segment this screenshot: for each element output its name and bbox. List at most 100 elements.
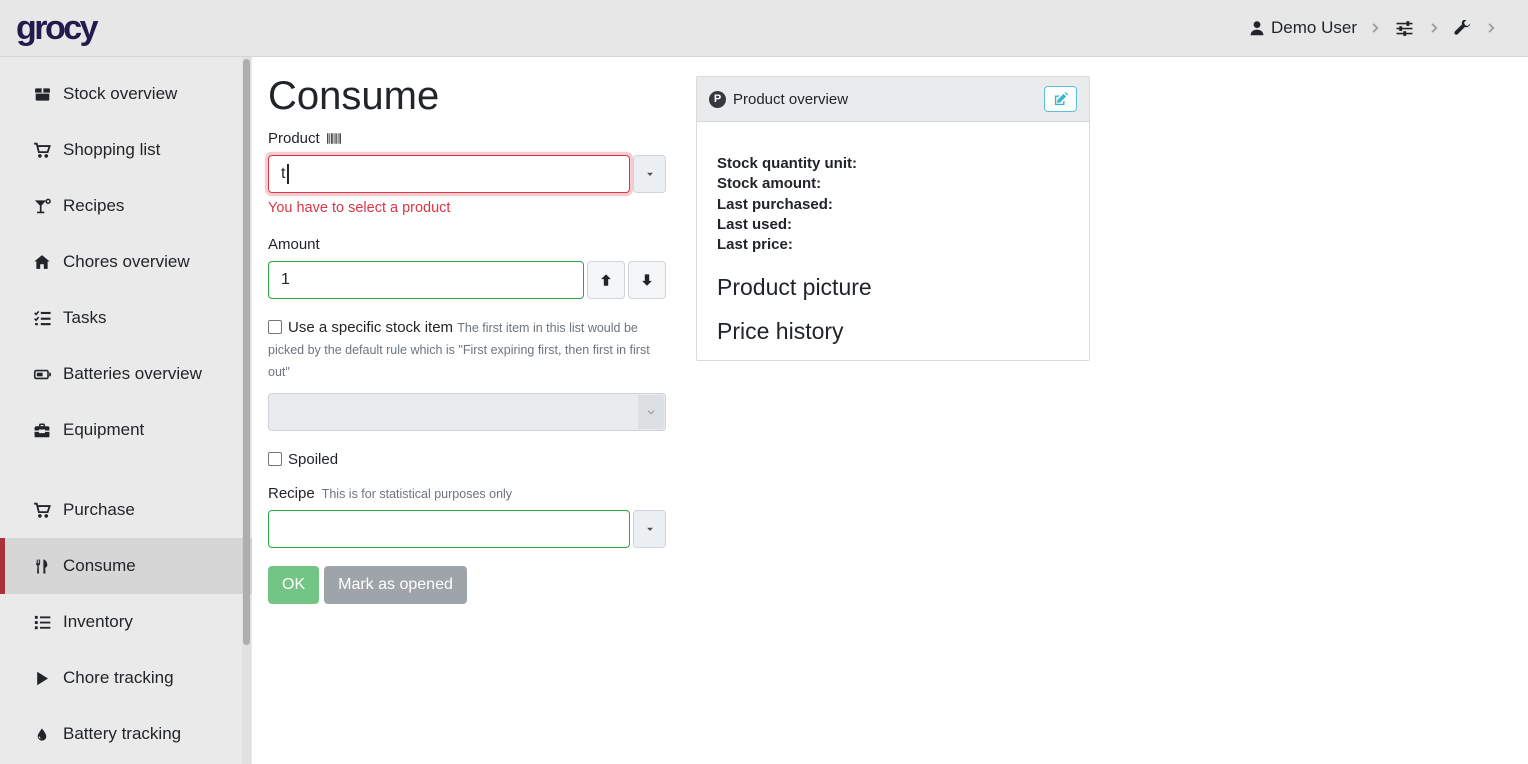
amount-input[interactable] <box>268 261 584 299</box>
amount-label-row: Amount <box>268 236 666 253</box>
product-overview-title-row: P Product overview <box>709 90 849 108</box>
consume-form: Product You have to select a product Amo… <box>268 130 666 604</box>
sidebar-item-batteries-overview[interactable]: Batteries overview <box>0 346 252 402</box>
sidebar-item-inventory[interactable]: Inventory <box>0 594 252 650</box>
spoiled-row: Spoiled <box>268 449 666 471</box>
recipe-input-group <box>268 510 666 548</box>
stock-quantity-unit-label: Stock quantity unit: <box>717 155 857 172</box>
product-label: Product <box>268 130 320 147</box>
sidebar-item-label: Shopping list <box>63 140 161 159</box>
recipe-label: Recipe <box>268 485 315 502</box>
sidebar-item-tasks[interactable]: Tasks <box>0 290 252 346</box>
home-icon <box>30 254 54 271</box>
recipe-hint: This is for statistical purposes only <box>321 486 513 501</box>
specific-stock-hint: The first item in this list would be pic… <box>268 321 650 379</box>
edit-product-button[interactable] <box>1044 86 1077 112</box>
sidebar-item-label: Chore tracking <box>63 668 174 687</box>
sidebar-item-consume[interactable]: Consume <box>0 538 252 594</box>
amount-input-group <box>268 261 666 299</box>
specific-stock-row: Use a specific stock item The first item… <box>268 317 666 383</box>
recipe-dropdown-button[interactable] <box>633 510 666 548</box>
page-title: Consume <box>268 74 440 118</box>
last-purchased-label: Last purchased: <box>717 195 833 213</box>
top-navbar: grocy Demo User <box>0 0 1528 57</box>
cart-icon <box>30 142 54 159</box>
user-name-label: Demo User <box>1271 18 1357 37</box>
sidebar-item-equipment[interactable]: Equipment <box>0 402 252 458</box>
product-circle-icon: P <box>709 90 726 108</box>
sidebar-item-shopping-list[interactable]: Shopping list <box>0 122 252 178</box>
sidebar-item-label: Purchase <box>63 500 135 519</box>
play-icon <box>30 670 54 687</box>
utensils-icon <box>30 558 54 575</box>
recipe-input[interactable] <box>268 510 630 548</box>
grocy-logo[interactable]: grocy <box>16 8 99 47</box>
chevron-right-icon[interactable] <box>1485 22 1497 34</box>
sidebar-scrollbar-thumb[interactable] <box>243 59 250 645</box>
sidebar-item-battery-tracking[interactable]: Battery tracking <box>0 706 252 762</box>
last-price-label: Last price: <box>717 236 793 254</box>
sidebar-item-label: Recipes <box>63 196 125 215</box>
list-icon <box>30 614 54 631</box>
product-input-group <box>268 155 666 193</box>
toolbox-icon <box>30 422 54 439</box>
spoiled-checkbox[interactable] <box>268 452 282 466</box>
price-history-heading: Price history <box>717 318 844 345</box>
ok-button[interactable]: OK <box>268 566 320 604</box>
user-icon <box>1249 20 1265 36</box>
mark-as-opened-button[interactable]: Mark as opened <box>324 566 467 604</box>
spoiled-label: Spoiled <box>288 451 339 468</box>
sidebar-item-label: Equipment <box>63 420 145 439</box>
sidebar-nav: Stock overview Shopping list Recipes Cho… <box>0 57 252 764</box>
product-picture-heading: Product picture <box>717 274 872 301</box>
chevron-right-icon[interactable] <box>1428 22 1440 34</box>
product-dropdown-button[interactable] <box>633 155 666 193</box>
amount-decrement-button[interactable] <box>628 261 666 299</box>
user-menu[interactable]: Demo User <box>1249 18 1357 38</box>
sidebar-divider <box>0 458 252 482</box>
stock-amount-label: Stock amount: <box>717 175 822 193</box>
sidebar-item-recipes[interactable]: Recipes <box>0 178 252 234</box>
sidebar-item-purchase[interactable]: Purchase <box>0 482 252 538</box>
sidebar-item-label: Consume <box>63 556 136 575</box>
sidebar-item-chores-overview[interactable]: Chores overview <box>0 234 252 290</box>
product-error-message: You have to select a product <box>268 200 451 216</box>
specific-stock-label: Use a specific stock item <box>288 319 454 336</box>
edit-icon <box>1054 92 1068 106</box>
chevron-right-icon[interactable] <box>1369 22 1381 34</box>
chevron-down-icon <box>638 395 664 429</box>
amount-label: Amount <box>268 236 320 253</box>
battery-icon <box>30 366 54 383</box>
product-label-row: Product <box>268 130 666 147</box>
text-cursor <box>287 164 289 184</box>
sidebar-item-label: Inventory <box>63 612 133 631</box>
amount-increment-button[interactable] <box>587 261 625 299</box>
cart-icon <box>30 502 54 519</box>
tasks-icon <box>30 310 54 327</box>
admin-wrench-icon[interactable] <box>1452 18 1473 39</box>
barcode-icon <box>326 132 341 145</box>
sidebar-item-stock-overview[interactable]: Stock overview <box>0 66 252 122</box>
product-overview-card: P Product overview Stock quantity unit: … <box>696 76 1090 361</box>
sidebar-item-label: Chores overview <box>63 252 190 271</box>
sidebar-item-label: Batteries overview <box>63 364 202 383</box>
settings-sliders-icon[interactable] <box>1393 18 1416 39</box>
recipe-label-row: Recipe This is for statistical purposes … <box>268 485 666 502</box>
product-overview-title: Product overview <box>733 90 849 108</box>
form-actions: OK Mark as opened <box>268 566 666 604</box>
product-overview-header: P Product overview <box>697 77 1089 122</box>
sidebar-item-label: Stock overview <box>63 84 178 103</box>
sidebar-item-label: Battery tracking <box>63 724 182 743</box>
stock-entry-select[interactable] <box>268 393 666 431</box>
sidebar-item-chore-tracking[interactable]: Chore tracking <box>0 650 252 706</box>
product-input[interactable] <box>268 155 630 193</box>
specific-stock-checkbox[interactable] <box>268 320 282 334</box>
navbar-right: Demo User <box>1249 18 1500 39</box>
last-used-label: Last used: <box>717 215 793 233</box>
droplet-icon <box>30 726 54 743</box>
product-overview-body: Stock quantity unit: Stock amount: Last … <box>697 122 1089 345</box>
sidebar-item-label: Tasks <box>63 308 107 327</box>
box-icon <box>30 86 54 103</box>
main-content: Consume Product You have to select a pro… <box>252 57 1528 764</box>
cocktail-icon <box>30 198 54 215</box>
